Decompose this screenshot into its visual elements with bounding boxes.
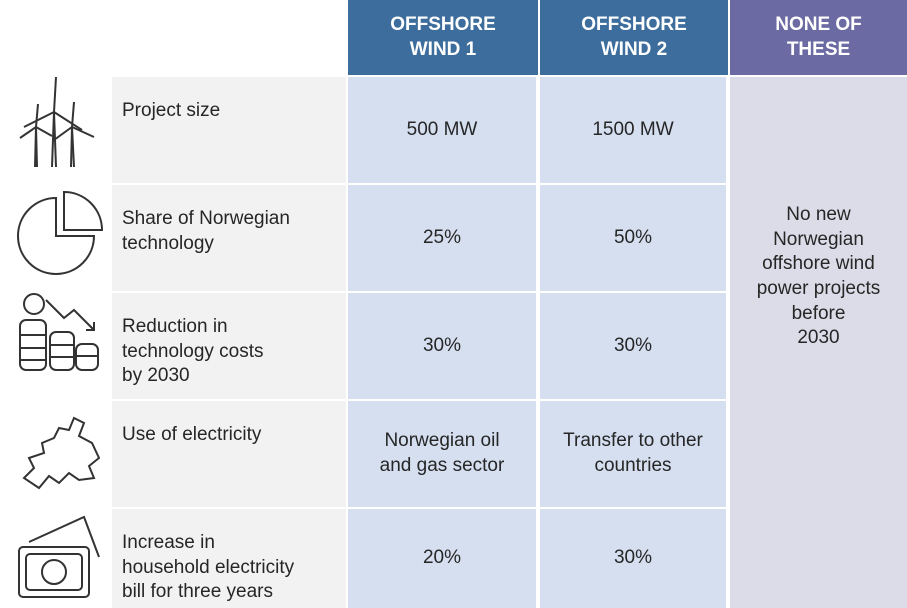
attribute-label: Increase in household electricity bill for… — [112, 509, 346, 608]
text-line: OFFSHORE — [581, 13, 687, 35]
text-line: and gas sector — [379, 455, 505, 476]
attribute-label: Project size — [112, 77, 346, 183]
text-line: WIND 1 — [409, 38, 477, 60]
text-line: Transfer to other — [563, 430, 703, 452]
option-value: 30% — [540, 293, 726, 399]
option-value: 30% — [348, 293, 536, 399]
text-line: No new — [786, 204, 851, 225]
coins-icon — [19, 293, 99, 371]
attribute-label: Reduction in technology costs by 2030 — [112, 293, 346, 399]
text-line: 30% — [613, 334, 653, 356]
attribute-label: Share of Norwegian technology — [112, 185, 346, 291]
text-line: offshore wind — [762, 253, 875, 275]
europe-map-icon — [22, 416, 101, 490]
option-value: 30% — [540, 509, 726, 608]
text-line: OFFSHORE — [390, 13, 496, 35]
text-line: 30% — [613, 547, 653, 569]
text-line: technology — [122, 232, 214, 254]
option-value: 1500 MW — [540, 77, 726, 183]
banknote-icon — [18, 515, 100, 598]
option-value: 25% — [348, 185, 536, 291]
option-value: 500 MW — [348, 77, 536, 183]
option-value: 50% — [540, 185, 726, 291]
text-line: bill for three years — [122, 581, 274, 603]
column-header: OFFSHORE WIND 1 — [348, 0, 538, 75]
wind-turbine-icon — [19, 76, 95, 168]
text-line: power projects — [756, 278, 881, 300]
none-description: No new Norwegian offshore wind power projec… — [730, 77, 907, 608]
option-value: Transfer to other countries — [540, 401, 726, 507]
option-value: 20% — [348, 509, 536, 608]
text-line: by 2030 — [122, 365, 190, 387]
text-line: countries — [594, 455, 672, 476]
column-header: OFFSHORE WIND 2 — [540, 0, 728, 75]
text-line: 1500 MW — [592, 118, 674, 140]
text-line: Project size — [122, 100, 221, 121]
text-line: 20% — [422, 547, 462, 569]
text-line: technology costs — [122, 340, 264, 362]
text-line: 500 MW — [406, 118, 478, 140]
text-line: Norwegian — [773, 228, 864, 250]
text-line: Use of electricity — [122, 424, 262, 445]
option-value: Norwegian oil and gas sector — [348, 401, 536, 507]
text-line: 25% — [422, 226, 462, 248]
text-line: NONE OF — [775, 13, 862, 35]
column-header: NONE OF THESE — [730, 0, 907, 75]
text-line: before — [791, 302, 846, 324]
text-line: Norwegian oil — [384, 430, 500, 452]
text-line: WIND 2 — [600, 38, 668, 60]
text-line: 2030 — [797, 327, 840, 349]
text-line: Increase in — [122, 532, 215, 553]
text-line: THESE — [786, 38, 851, 60]
text-line: Reduction in — [122, 316, 228, 337]
text-line: Share of Norwegian — [122, 208, 290, 229]
text-line: 50% — [613, 226, 653, 248]
attribute-label: Use of electricity — [112, 401, 346, 507]
pie-icon — [17, 190, 104, 275]
text-line: 30% — [422, 334, 462, 356]
text-line: household electricity — [122, 556, 295, 578]
